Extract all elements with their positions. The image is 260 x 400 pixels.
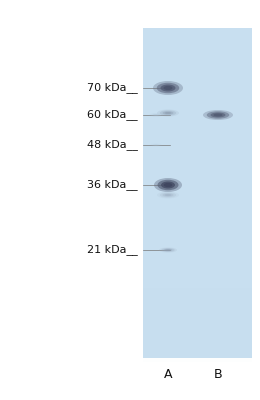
- Bar: [143, 350, 252, 354]
- Ellipse shape: [150, 144, 162, 146]
- Ellipse shape: [159, 248, 177, 252]
- Ellipse shape: [211, 112, 225, 118]
- Ellipse shape: [162, 193, 173, 197]
- Bar: [143, 296, 252, 300]
- Ellipse shape: [160, 110, 176, 116]
- Bar: [143, 292, 252, 296]
- Ellipse shape: [157, 110, 179, 116]
- Bar: [143, 304, 252, 308]
- Bar: [143, 354, 252, 358]
- Ellipse shape: [158, 180, 179, 190]
- Ellipse shape: [157, 83, 179, 93]
- Bar: [143, 321, 252, 325]
- Ellipse shape: [151, 114, 161, 116]
- Bar: [143, 329, 252, 333]
- Bar: [143, 313, 252, 317]
- Text: 70 kDa__: 70 kDa__: [87, 82, 138, 94]
- Ellipse shape: [213, 114, 223, 116]
- Ellipse shape: [149, 113, 163, 117]
- Bar: [143, 346, 252, 350]
- Ellipse shape: [161, 248, 175, 252]
- Ellipse shape: [154, 178, 182, 192]
- Bar: [143, 280, 252, 284]
- Ellipse shape: [154, 144, 158, 146]
- Bar: [143, 325, 252, 329]
- Bar: [143, 358, 252, 362]
- Ellipse shape: [161, 182, 175, 188]
- Bar: [143, 300, 252, 304]
- Ellipse shape: [165, 112, 171, 114]
- Bar: [143, 308, 252, 313]
- Ellipse shape: [207, 111, 229, 119]
- Bar: [143, 337, 252, 342]
- Ellipse shape: [164, 183, 172, 187]
- Bar: [143, 317, 252, 321]
- Ellipse shape: [157, 192, 179, 198]
- Ellipse shape: [162, 111, 173, 115]
- Text: 48 kDa__: 48 kDa__: [87, 140, 138, 150]
- Text: 36 kDa__: 36 kDa__: [87, 180, 138, 190]
- Ellipse shape: [203, 110, 233, 120]
- Bar: [143, 288, 252, 292]
- Ellipse shape: [165, 194, 171, 196]
- Bar: [143, 333, 252, 337]
- Text: B: B: [214, 368, 222, 382]
- Ellipse shape: [153, 81, 183, 95]
- Ellipse shape: [154, 114, 158, 116]
- Ellipse shape: [165, 249, 171, 251]
- Bar: [143, 28, 252, 358]
- Ellipse shape: [153, 114, 159, 116]
- Text: 21 kDa__: 21 kDa__: [87, 244, 138, 256]
- Text: A: A: [164, 368, 172, 382]
- Ellipse shape: [152, 144, 160, 146]
- Ellipse shape: [164, 249, 172, 251]
- Ellipse shape: [160, 84, 176, 92]
- Ellipse shape: [164, 86, 172, 90]
- Ellipse shape: [160, 192, 176, 198]
- Ellipse shape: [153, 144, 159, 146]
- Text: 60 kDa__: 60 kDa__: [87, 110, 138, 120]
- Bar: [143, 342, 252, 346]
- Bar: [143, 284, 252, 288]
